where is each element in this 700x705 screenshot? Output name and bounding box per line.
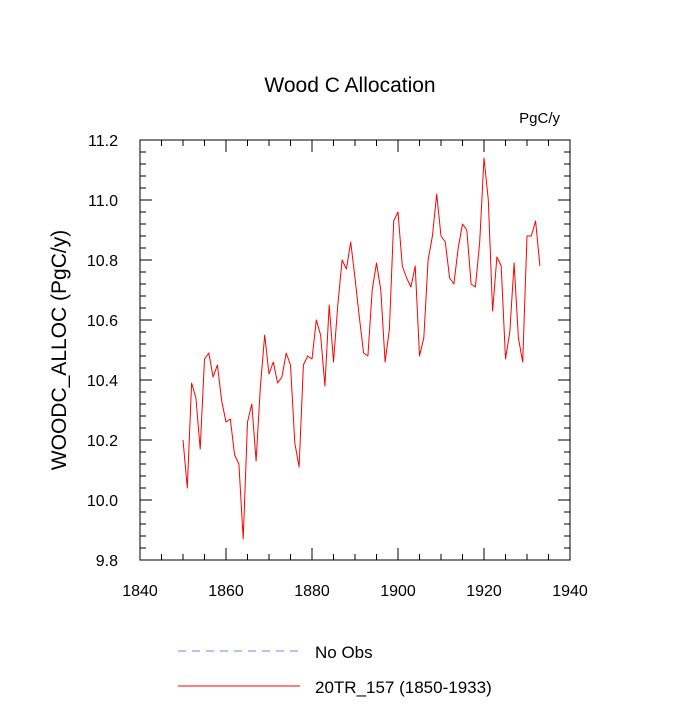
y-tick-label: 10.6	[87, 313, 118, 330]
x-tick-label: 1920	[466, 583, 502, 600]
y-tick-label: 10.0	[87, 493, 118, 510]
data-layer	[182, 157, 541, 540]
x-tick-label: 1940	[552, 583, 588, 600]
axis-ticks: 1840 1860 1880 1900 1920 1940 9.8 10.0 10.2 10.4 1…	[87, 133, 588, 600]
legend: No Obs 20TR_157 (1850-1933)	[178, 643, 492, 697]
y-tick-label: 10.2	[87, 433, 118, 450]
y-tick-label: 10.4	[87, 373, 118, 390]
y-tick-label: 11.0	[88, 193, 118, 210]
units-label: PgC/y	[519, 110, 560, 127]
legend-label-no-obs: No Obs	[315, 643, 373, 662]
x-tick-label: 1900	[380, 583, 416, 600]
legend-label-20tr-157: 20TR_157 (1850-1933)	[315, 678, 492, 697]
y-tick-label: 11.2	[88, 133, 118, 150]
x-tick-label: 1860	[208, 583, 244, 600]
y-axis-label: WOODC_ALLOC (PgC/y)	[48, 230, 71, 470]
x-tick-label: 1840	[122, 583, 158, 600]
plot-frame	[139, 139, 571, 561]
x-tick-label: 1880	[294, 583, 330, 600]
series-line-0	[182, 157, 541, 540]
y-tick-label: 9.8	[96, 553, 118, 570]
y-tick-label: 10.8	[87, 253, 118, 270]
chart-title: Wood C Allocation	[264, 74, 435, 97]
